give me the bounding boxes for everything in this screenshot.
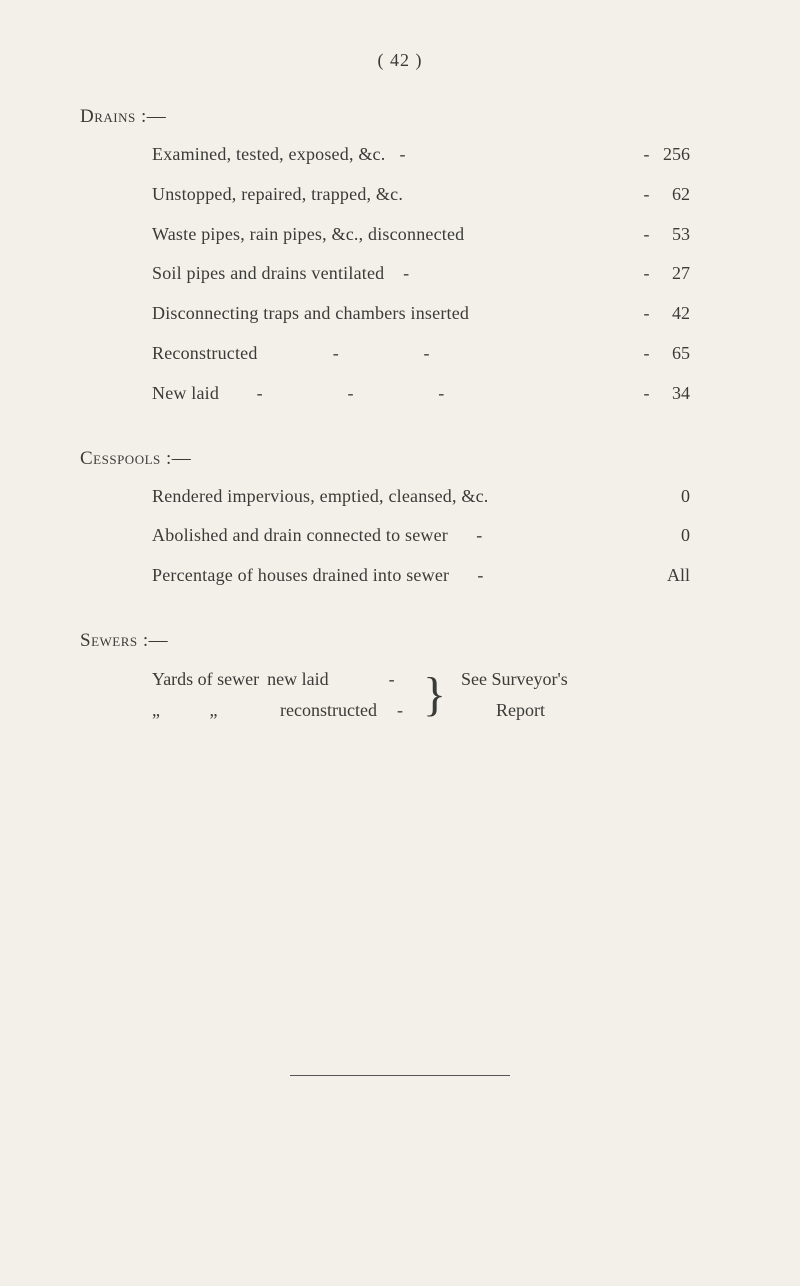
table-row: Reconstructed - - - 65 — [152, 339, 690, 368]
sewers-header: Sewers :— — [80, 630, 720, 652]
table-row: Disconnecting traps and chambers inserte… — [152, 299, 690, 328]
entry-value: - 65 — [640, 339, 690, 368]
entry-value: - 42 — [640, 299, 690, 328]
drains-entries: Examined, tested, exposed, &c. - - 256 U… — [80, 140, 720, 408]
entry-label: Rendered impervious, emptied, cleansed, … — [152, 482, 640, 511]
entry-value: 0 — [640, 482, 690, 511]
entry-label: Reconstructed - - — [152, 339, 640, 368]
entry-label: Examined, tested, exposed, &c. - — [152, 140, 640, 169]
entry-label: Waste pipes, rain pipes, &c., disconnect… — [152, 220, 640, 249]
entry-label: Abolished and drain connected to sewer - — [152, 521, 640, 550]
table-row: Waste pipes, rain pipes, &c., disconnect… — [152, 220, 690, 249]
entry-label: Unstopped, repaired, trapped, &c. — [152, 180, 640, 209]
cesspools-entries: Rendered impervious, emptied, cleansed, … — [80, 482, 720, 590]
cesspools-header: Cesspools :— — [80, 448, 720, 470]
entry-value: All — [640, 561, 690, 590]
sewers-right-line2: Report — [461, 695, 690, 726]
table-row: Rendered impervious, emptied, cleansed, … — [152, 482, 690, 511]
sewers-line1-tail: - — [389, 664, 395, 695]
table-row: Unstopped, repaired, trapped, &c. - 62 — [152, 180, 690, 209]
entry-value: 0 — [640, 521, 690, 550]
sewers-left: Yards of sewer new laid - „ „ reconstruc… — [152, 664, 403, 725]
entry-value: - 34 — [640, 379, 690, 408]
drains-header: Drains :— — [80, 106, 720, 128]
entry-label: New laid - - - — [152, 379, 640, 408]
brace-column: } — [423, 671, 446, 719]
table-row: Examined, tested, exposed, &c. - - 256 — [152, 140, 690, 169]
entry-value: - 256 — [640, 140, 690, 169]
table-row: Soil pipes and drains ventilated - - 27 — [152, 259, 690, 288]
table-row: Abolished and drain connected to sewer -… — [152, 521, 690, 550]
entry-label: Percentage of houses drained into sewer … — [152, 561, 640, 590]
sewers-line2-prefix: „ „ — [152, 695, 280, 726]
sewers-line1-prefix: Yards of sewer — [152, 664, 259, 695]
entry-label: Soil pipes and drains ventilated - — [152, 259, 640, 288]
page-number: ( 42 ) — [80, 50, 720, 71]
entry-value: - 62 — [640, 180, 690, 209]
sewers-content: Yards of sewer new laid - „ „ reconstruc… — [80, 664, 720, 725]
table-row: Percentage of houses drained into sewer … — [152, 561, 690, 590]
entry-label: Disconnecting traps and chambers inserte… — [152, 299, 640, 328]
sewers-line2-suffix: reconstructed — [280, 695, 377, 726]
brace-icon: } — [423, 671, 446, 719]
sewers-right: See Surveyor's Report — [456, 664, 690, 725]
divider — [290, 1075, 510, 1076]
entry-value: - 53 — [640, 220, 690, 249]
entry-value: - 27 — [640, 259, 690, 288]
sewers-line1-suffix: new laid — [267, 664, 328, 695]
sewers-line2-tail: - — [397, 695, 403, 726]
table-row: New laid - - - - 34 — [152, 379, 690, 408]
sewers-right-line1: See Surveyor's — [461, 664, 690, 695]
